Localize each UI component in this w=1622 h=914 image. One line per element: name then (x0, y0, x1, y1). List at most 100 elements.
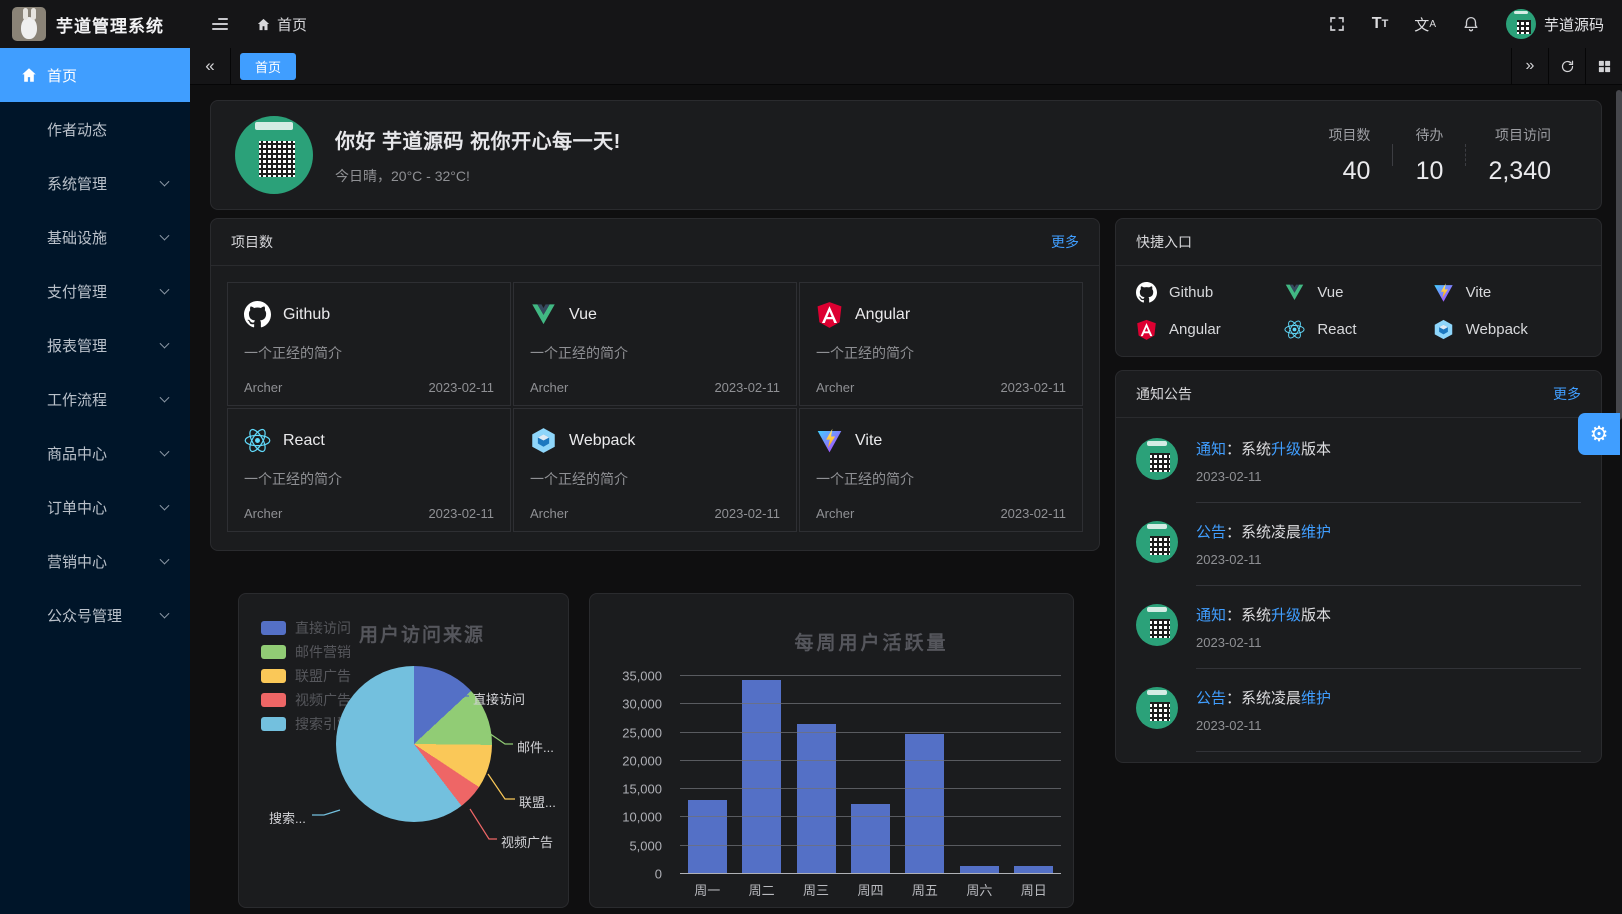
notices-more-link[interactable]: 更多 (1553, 386, 1581, 402)
shortcut-icon (1136, 319, 1157, 340)
sidebar-item[interactable]: 工作流程 (0, 372, 190, 426)
stat-label: 项目数 (1328, 126, 1371, 143)
sidebar-item-label: 支付管理 (47, 283, 108, 301)
legend-chip (261, 693, 286, 707)
project-card[interactable]: Vite 一个正经的简介 Archer 2023-02-11 (799, 408, 1083, 532)
stat-value: 40 (1342, 156, 1371, 185)
project-card[interactable]: Webpack 一个正经的简介 Archer 2023-02-11 (513, 408, 797, 532)
gridline (680, 788, 1061, 790)
legend-item[interactable]: 联盟广告 (261, 664, 351, 688)
user-menu[interactable]: 芋道源码 (1505, 9, 1604, 39)
shortcut-item[interactable]: Angular (1136, 319, 1284, 340)
y-tick-label: 30,000 (622, 696, 662, 712)
scrollbar-thumb[interactable] (1616, 90, 1622, 420)
bar[interactable] (742, 679, 782, 874)
layout-grid-icon[interactable] (1585, 48, 1622, 84)
tabs-scroll-right-icon[interactable]: » (1511, 48, 1548, 84)
y-tick-label: 25,000 (622, 725, 662, 741)
bar-series (680, 676, 1061, 874)
user-avatar (1505, 9, 1536, 39)
y-tick-label: 20,000 (622, 753, 662, 769)
refresh-icon[interactable] (1548, 48, 1585, 84)
projects-more-link[interactable]: 更多 (1051, 234, 1079, 250)
project-date: 2023-02-11 (1000, 506, 1066, 521)
project-icon (816, 427, 843, 454)
chevron-down-icon (159, 230, 170, 241)
sidebar-item[interactable]: 支付管理 (0, 264, 190, 318)
x-tick-label: 周四 (857, 883, 884, 898)
notice-avatar (1136, 687, 1178, 729)
bar[interactable] (959, 866, 999, 874)
tab-label: 首页 (255, 59, 282, 75)
project-author: Archer (816, 506, 855, 521)
sidebar-item[interactable]: 系统管理 (0, 156, 190, 210)
chevron-down-icon (159, 446, 170, 457)
notice-item[interactable]: 通知：系统升级版本 2023-02-11 (1136, 420, 1581, 503)
sidebar-item-label: 基础设施 (47, 229, 108, 247)
project-description: 一个正经的简介 (244, 471, 342, 487)
bar[interactable] (1014, 866, 1054, 874)
gear-icon: ⚙ (1589, 422, 1609, 446)
tabs-container: 首页 (231, 48, 1511, 84)
shortcut-item[interactable]: React (1284, 319, 1432, 340)
sidebar-item-label: 营销中心 (47, 553, 108, 571)
sidebar-item[interactable]: 营销中心 (0, 534, 190, 588)
shortcut-label: Vite (1465, 284, 1492, 301)
scrollbar[interactable] (1616, 86, 1622, 914)
settings-gear-button[interactable]: ⚙ (1578, 413, 1620, 455)
project-date: 2023-02-11 (714, 380, 780, 395)
sidebar-item[interactable]: 首页 (0, 48, 190, 102)
pie-chart[interactable] (336, 666, 492, 822)
bar[interactable] (850, 804, 890, 874)
shortcut-item[interactable]: Vue (1284, 282, 1432, 303)
legend-item[interactable]: 邮件营销 (261, 640, 351, 664)
breadcrumb[interactable]: 首页 (256, 14, 307, 35)
x-tick-label: 周三 (803, 883, 830, 898)
project-card[interactable]: Github 一个正经的简介 Archer 2023-02-11 (227, 282, 511, 406)
tabs-scroll-left-icon[interactable]: « (190, 48, 231, 84)
shortcut-item[interactable]: Vite (1433, 282, 1581, 303)
notice-item[interactable]: 公告：系统凌晨维护 2023-02-11 (1136, 503, 1581, 586)
tab[interactable]: 首页 (240, 52, 297, 80)
notice-title: 公告：系统凌晨维护 (1196, 690, 1332, 707)
project-name: React (283, 431, 325, 449)
x-tick-label: 周一 (694, 883, 721, 898)
shortcut-item[interactable]: Webpack (1433, 319, 1581, 340)
project-date: 2023-02-11 (428, 380, 494, 395)
project-name: Angular (855, 305, 911, 323)
charts-row: 用户访问来源 直接访问 邮件营销 (210, 593, 1100, 908)
sidebar-item[interactable]: 订单中心 (0, 480, 190, 534)
projects-grid: Github 一个正经的简介 Archer 2023-02-11 Vue (211, 266, 1099, 548)
sidebar-item[interactable]: 报表管理 (0, 318, 190, 372)
notice-date: 2023-02-11 (1196, 718, 1262, 733)
y-tick-label: 15,000 (622, 781, 662, 797)
notice-item[interactable]: 公告：系统凌晨维护 2023-02-11 (1136, 669, 1581, 752)
shortcut-icon (1136, 282, 1157, 303)
menu-collapse-icon[interactable] (208, 14, 232, 34)
project-card[interactable]: Vue 一个正经的简介 Archer 2023-02-11 (513, 282, 797, 406)
legend-item[interactable]: 视频广告 (261, 688, 351, 712)
bar[interactable] (687, 799, 727, 874)
home-icon (257, 18, 270, 30)
legend-item[interactable]: 直接访问 (261, 616, 351, 640)
bar[interactable] (796, 723, 836, 874)
sidebar-item[interactable]: 基础设施 (0, 210, 190, 264)
sidebar-item[interactable]: 公众号管理 (0, 588, 190, 642)
sidebar-item[interactable]: 作者动态 (0, 102, 190, 156)
shortcut-item[interactable]: Github (1136, 282, 1284, 303)
greeting-stats: 项目数 40 待办 10 项目访问 2,340 (1306, 125, 1573, 186)
chevron-down-icon (159, 608, 170, 619)
project-card[interactable]: Angular 一个正经的简介 Archer 2023-02-11 (799, 282, 1083, 406)
shortcut-label: React (1317, 321, 1357, 338)
notification-bell-icon[interactable] (1462, 15, 1480, 33)
bar[interactable] (905, 734, 945, 874)
notice-item[interactable]: 通知：系统升级版本 2023-02-11 (1136, 586, 1581, 669)
sidebar-item[interactable]: 商品中心 (0, 426, 190, 480)
sidebar-item-label: 系统管理 (47, 175, 108, 193)
x-tick-label: 周二 (748, 883, 775, 898)
project-card[interactable]: React 一个正经的简介 Archer 2023-02-11 (227, 408, 511, 532)
fullscreen-icon[interactable] (1328, 15, 1346, 33)
